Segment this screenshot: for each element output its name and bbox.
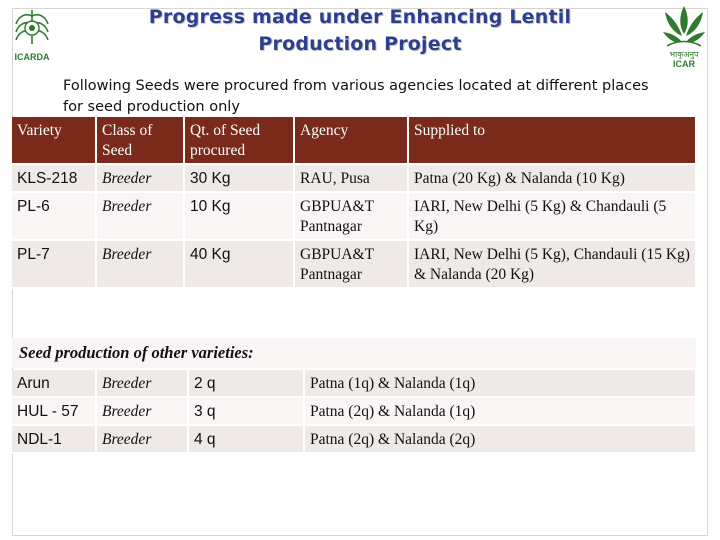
class-cell: Breeder: [96, 370, 189, 398]
table-row: HUL - 57 Breeder 3 q Patna (2q) & Naland…: [12, 397, 697, 426]
procured-seeds-table: Variety Class of Seed Qt. of Seed procur…: [12, 117, 697, 289]
agency-cell: GBPUA&T Pantnagar: [294, 192, 409, 241]
variety-cell: KLS-218: [12, 164, 97, 193]
page-title-line1: Progress made under Enhancing Lentil: [148, 6, 572, 28]
table-row: Arun Breeder 2 q Patna (1q) & Nalanda (1…: [12, 370, 697, 398]
page-title-line2: Production Project: [258, 33, 462, 55]
supplied-cell: IARI, New Delhi (5 Kg) & Chandauli (5 Kg…: [408, 192, 697, 241]
svg-text:ICAR: ICAR: [673, 59, 695, 69]
supplied-cell: Patna (2q) & Nalanda (2q): [304, 425, 697, 454]
table-header-row: Variety Class of Seed Qt. of Seed procur…: [12, 117, 697, 165]
class-cell: Breeder: [96, 397, 189, 426]
other-varieties-table: Arun Breeder 2 q Patna (1q) & Nalanda (1…: [12, 370, 697, 454]
svg-text:भाकृअनुप: भाकृअनुप: [670, 50, 699, 60]
class-cell: Breeder: [96, 192, 185, 241]
variety-cell: HUL - 57: [12, 397, 97, 426]
icarda-logo: ICARDA: [15, 10, 50, 62]
agency-cell: GBPUA&T Pantnagar: [294, 240, 409, 289]
variety-cell: Arun: [12, 370, 97, 398]
supplied-cell: Patna (2q) & Nalanda (1q): [304, 397, 697, 426]
column-header: Supplied to: [408, 117, 697, 165]
agency-cell: RAU, Pusa: [294, 164, 409, 193]
class-cell: Breeder: [96, 425, 189, 454]
intro-text: Following Seeds were procured from vario…: [63, 78, 649, 115]
supplied-cell: Patna (1q) & Nalanda (1q): [304, 370, 697, 398]
table-row: PL-7 Breeder 40 Kg GBPUA&T Pantnagar IAR…: [12, 240, 697, 289]
variety-cell: NDL-1: [12, 425, 97, 454]
table-row: PL-6 Breeder 10 Kg GBPUA&T Pantnagar IAR…: [12, 192, 697, 241]
quantity-cell: 4 q: [188, 425, 305, 454]
quantity-cell: 3 q: [188, 397, 305, 426]
variety-cell: PL-7: [12, 240, 97, 289]
icarda-logo-text: ICARDA: [15, 52, 50, 62]
column-header: Qt. of Seed procured: [184, 117, 295, 165]
quantity-cell: 40 Kg: [184, 240, 295, 289]
other-varieties-heading: Seed production of other varieties:: [12, 338, 696, 368]
class-cell: Breeder: [96, 164, 185, 193]
icar-logo: भाकृअनुप ICAR: [663, 6, 705, 69]
quantity-cell: 10 Kg: [184, 192, 295, 241]
class-cell: Breeder: [96, 240, 185, 289]
variety-cell: PL-6: [12, 192, 97, 241]
quantity-cell: 30 Kg: [184, 164, 295, 193]
table-row: NDL-1 Breeder 4 q Patna (2q) & Nalanda (…: [12, 425, 697, 454]
column-header: Class of Seed: [96, 117, 185, 165]
column-header: Agency: [294, 117, 409, 165]
quantity-cell: 2 q: [188, 370, 305, 398]
supplied-cell: Patna (20 Kg) & Nalanda (10 Kg): [408, 164, 697, 193]
column-header: Variety: [12, 117, 97, 165]
table-row: KLS-218 Breeder 30 Kg RAU, Pusa Patna (2…: [12, 164, 697, 193]
supplied-cell: IARI, New Delhi (5 Kg), Chandauli (15 Kg…: [408, 240, 697, 289]
